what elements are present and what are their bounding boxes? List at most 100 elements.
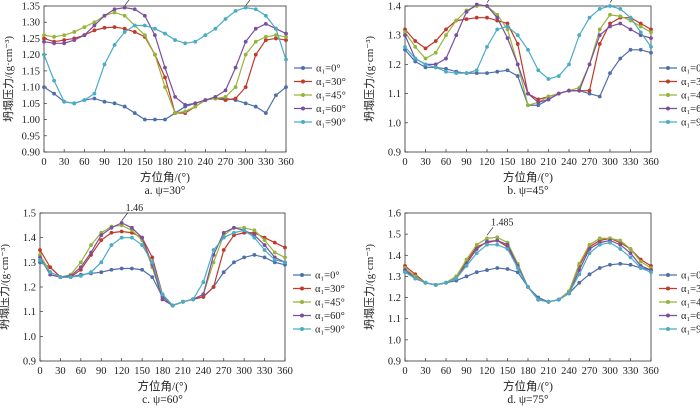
legend-marker — [666, 300, 670, 304]
data-point — [567, 291, 571, 296]
x-tick-label: 30 — [55, 366, 66, 377]
x-tick-label: 150 — [500, 157, 516, 168]
data-point — [413, 276, 418, 281]
data-point — [68, 275, 73, 280]
data-point — [201, 292, 206, 297]
data-point — [52, 78, 56, 83]
y-tick-label: 1.0 — [23, 332, 36, 343]
legend-marker — [301, 120, 305, 124]
data-point — [464, 257, 469, 262]
data-point — [587, 88, 592, 93]
data-point — [232, 230, 236, 235]
legend-marker — [301, 79, 305, 84]
data-point — [193, 104, 198, 109]
data-point — [526, 47, 530, 52]
data-point — [142, 33, 147, 38]
data-point — [173, 38, 177, 42]
data-point — [546, 97, 551, 102]
data-point — [122, 26, 127, 31]
data-point — [649, 36, 653, 41]
data-point — [464, 263, 469, 268]
y-tick-label: 1.1 — [388, 89, 401, 100]
data-point — [284, 34, 288, 39]
legend-marker — [666, 93, 670, 97]
data-point — [649, 50, 653, 55]
data-point — [102, 13, 107, 18]
data-point — [221, 235, 226, 240]
annotation-leader — [609, 0, 613, 3]
data-point — [150, 275, 155, 280]
data-point — [82, 98, 87, 102]
data-point — [99, 260, 104, 265]
data-point — [78, 260, 83, 265]
legend-marker — [300, 327, 304, 331]
y-tick-label: 0.9 — [388, 148, 401, 159]
series-line-3 — [43, 11, 287, 114]
y-tick-label: 1.2 — [388, 293, 401, 304]
data-point — [638, 259, 643, 264]
x-tick-label: 210 — [177, 157, 193, 168]
data-point — [649, 27, 653, 32]
legend-marker — [301, 93, 305, 97]
data-point — [474, 68, 479, 73]
data-point — [638, 24, 643, 29]
legend-marker — [300, 313, 304, 318]
data-point — [263, 13, 268, 18]
data-point — [495, 27, 500, 32]
data-point — [42, 39, 46, 44]
x-axis-label: 方位角/(°) — [503, 379, 553, 393]
data-point — [62, 99, 67, 104]
data-point — [587, 247, 592, 251]
annotation-leader — [121, 212, 128, 222]
data-point — [403, 27, 407, 32]
data-point — [253, 7, 258, 12]
legend-marker — [300, 286, 304, 291]
data-point — [587, 272, 592, 277]
data-point — [160, 297, 165, 302]
data-point — [48, 265, 53, 270]
data-point — [628, 251, 633, 256]
data-point — [283, 255, 287, 260]
data-point — [587, 15, 592, 20]
legend-label: α₁=60° — [681, 311, 700, 322]
y-tick-label: 1.10 — [22, 83, 40, 94]
data-point — [536, 68, 541, 73]
x-tick-label: 240 — [197, 157, 213, 168]
data-point — [526, 103, 530, 108]
data-point — [173, 111, 177, 115]
data-point — [252, 235, 257, 240]
data-point — [638, 21, 643, 26]
data-point — [505, 27, 510, 32]
legend-marker — [666, 120, 670, 124]
x-tick-label: 300 — [602, 157, 618, 168]
data-point — [423, 62, 428, 67]
data-point — [597, 33, 602, 38]
x-tick-label: 120 — [479, 157, 495, 168]
data-point — [577, 280, 582, 285]
data-point — [567, 88, 571, 93]
y-tick-label: 1.05 — [22, 99, 40, 110]
data-point — [413, 39, 418, 43]
legend-marker — [666, 66, 670, 70]
y-tick-label: 1.1 — [388, 314, 401, 325]
data-point — [42, 52, 46, 57]
data-point — [233, 8, 238, 13]
series-line-4 — [404, 239, 652, 303]
x-tick-label: 120 — [117, 157, 133, 168]
data-point — [263, 111, 268, 115]
data-point — [556, 91, 561, 96]
y-axis-label: 坍塌压力/(g·cm⁻³) — [362, 36, 376, 122]
data-point — [403, 270, 407, 275]
y-tick-label: 1.4 — [388, 251, 402, 262]
data-point — [163, 85, 167, 90]
annotation-leader — [124, 0, 130, 6]
legend-label: α₁=0° — [316, 64, 341, 75]
x-tick-label: 90 — [461, 157, 472, 168]
x-tick-label: 0 — [402, 366, 407, 377]
data-point — [122, 104, 127, 109]
data-point — [72, 30, 77, 34]
data-point — [201, 280, 206, 284]
panel-caption: d. ψ=75° — [507, 394, 549, 406]
x-tick-label: 270 — [582, 157, 598, 168]
data-point — [193, 101, 198, 106]
